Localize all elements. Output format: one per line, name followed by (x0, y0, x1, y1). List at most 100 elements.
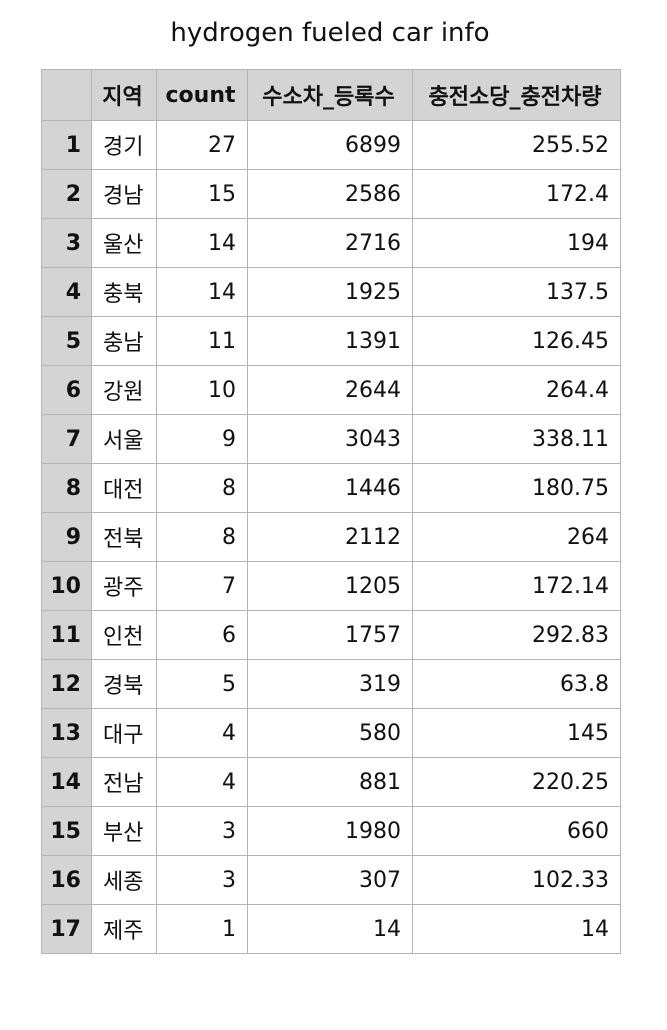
row-index-cell: 6 (41, 365, 92, 415)
registrations-cell: 2644 (247, 365, 413, 415)
count-cell: 3 (156, 855, 248, 905)
region-cell: 강원 (91, 365, 157, 415)
data-table: 지역 count 수소차_등록수 충전소당_충전차량 1 경기 27 6899 255.… (41, 69, 621, 954)
registrations-cell: 6899 (247, 120, 413, 170)
count-cell: 14 (156, 267, 248, 317)
row-index-cell: 5 (41, 316, 92, 366)
per-station-cell: 264.4 (412, 365, 621, 415)
table-row: 9 전북 8 2112 264 (41, 512, 621, 562)
region-cell: 대전 (91, 463, 157, 513)
count-cell: 6 (156, 610, 248, 660)
registrations-cell: 2586 (247, 169, 413, 219)
per-station-cell: 126.45 (412, 316, 621, 366)
per-station-cell: 194 (412, 218, 621, 268)
per-station-cell: 102.33 (412, 855, 621, 905)
region-cell: 서울 (91, 414, 157, 464)
region-cell: 전남 (91, 757, 157, 807)
table-header: 지역 count 수소차_등록수 충전소당_충전차량 (41, 69, 621, 121)
per-station-cell: 63.8 (412, 659, 621, 709)
row-index-cell: 4 (41, 267, 92, 317)
registrations-cell: 1757 (247, 610, 413, 660)
per-station-cell: 220.25 (412, 757, 621, 807)
table-body: 1 경기 27 6899 255.52 2 경남 15 2586 172.4 3 울산 14 2716 19… (41, 120, 621, 954)
table-row: 13 대구 4 580 145 (41, 708, 621, 758)
count-cell: 3 (156, 806, 248, 856)
count-cell: 4 (156, 708, 248, 758)
count-cell: 8 (156, 463, 248, 513)
count-cell: 15 (156, 169, 248, 219)
count-cell: 11 (156, 316, 248, 366)
table-row: 7 서울 9 3043 338.11 (41, 414, 621, 464)
per-station-cell: 180.75 (412, 463, 621, 513)
table-row: 8 대전 8 1446 180.75 (41, 463, 621, 513)
registrations-cell: 881 (247, 757, 413, 807)
region-cell: 제주 (91, 904, 157, 954)
registrations-cell: 1391 (247, 316, 413, 366)
region-cell: 전북 (91, 512, 157, 562)
table-row: 4 충북 14 1925 137.5 (41, 267, 621, 317)
row-index-cell: 7 (41, 414, 92, 464)
table-row: 1 경기 27 6899 255.52 (41, 120, 621, 170)
count-cell: 8 (156, 512, 248, 562)
region-cell: 경남 (91, 169, 157, 219)
table-row: 17 제주 1 14 14 (41, 904, 621, 954)
registrations-cell: 14 (247, 904, 413, 954)
row-index-cell: 13 (41, 708, 92, 758)
row-index-cell: 14 (41, 757, 92, 807)
header-registrations: 수소차_등록수 (247, 69, 413, 121)
header-row: 지역 count 수소차_등록수 충전소당_충전차량 (41, 69, 621, 121)
table-row: 12 경북 5 319 63.8 (41, 659, 621, 709)
region-cell: 광주 (91, 561, 157, 611)
per-station-cell: 660 (412, 806, 621, 856)
registrations-cell: 580 (247, 708, 413, 758)
table-row: 5 충남 11 1391 126.45 (41, 316, 621, 366)
per-station-cell: 137.5 (412, 267, 621, 317)
table-row: 11 인천 6 1757 292.83 (41, 610, 621, 660)
per-station-cell: 264 (412, 512, 621, 562)
count-cell: 1 (156, 904, 248, 954)
table-row: 10 광주 7 1205 172.14 (41, 561, 621, 611)
table-row: 16 세종 3 307 102.33 (41, 855, 621, 905)
count-cell: 27 (156, 120, 248, 170)
count-cell: 7 (156, 561, 248, 611)
region-cell: 부산 (91, 806, 157, 856)
registrations-cell: 319 (247, 659, 413, 709)
registrations-cell: 1446 (247, 463, 413, 513)
registrations-cell: 1205 (247, 561, 413, 611)
row-index-cell: 9 (41, 512, 92, 562)
table-row: 3 울산 14 2716 194 (41, 218, 621, 268)
per-station-cell: 172.14 (412, 561, 621, 611)
table-row: 14 전남 4 881 220.25 (41, 757, 621, 807)
header-region: 지역 (91, 69, 157, 121)
region-cell: 충남 (91, 316, 157, 366)
row-index-cell: 3 (41, 218, 92, 268)
region-cell: 울산 (91, 218, 157, 268)
registrations-cell: 1980 (247, 806, 413, 856)
region-cell: 인천 (91, 610, 157, 660)
region-cell: 세종 (91, 855, 157, 905)
table-row: 2 경남 15 2586 172.4 (41, 169, 621, 219)
count-cell: 4 (156, 757, 248, 807)
row-index-cell: 16 (41, 855, 92, 905)
region-cell: 경기 (91, 120, 157, 170)
count-cell: 9 (156, 414, 248, 464)
row-index-cell: 2 (41, 169, 92, 219)
table-row: 6 강원 10 2644 264.4 (41, 365, 621, 415)
header-per-station: 충전소당_충전차량 (412, 69, 621, 121)
registrations-cell: 2716 (247, 218, 413, 268)
row-index-cell: 12 (41, 659, 92, 709)
per-station-cell: 14 (412, 904, 621, 954)
per-station-cell: 292.83 (412, 610, 621, 660)
header-index (41, 69, 92, 121)
table-row: 15 부산 3 1980 660 (41, 806, 621, 856)
table-title: hydrogen fueled car info (170, 18, 490, 48)
per-station-cell: 145 (412, 708, 621, 758)
per-station-cell: 338.11 (412, 414, 621, 464)
row-index-cell: 10 (41, 561, 92, 611)
registrations-cell: 2112 (247, 512, 413, 562)
row-index-cell: 17 (41, 904, 92, 954)
registrations-cell: 3043 (247, 414, 413, 464)
row-index-cell: 15 (41, 806, 92, 856)
region-cell: 충북 (91, 267, 157, 317)
registrations-cell: 307 (247, 855, 413, 905)
